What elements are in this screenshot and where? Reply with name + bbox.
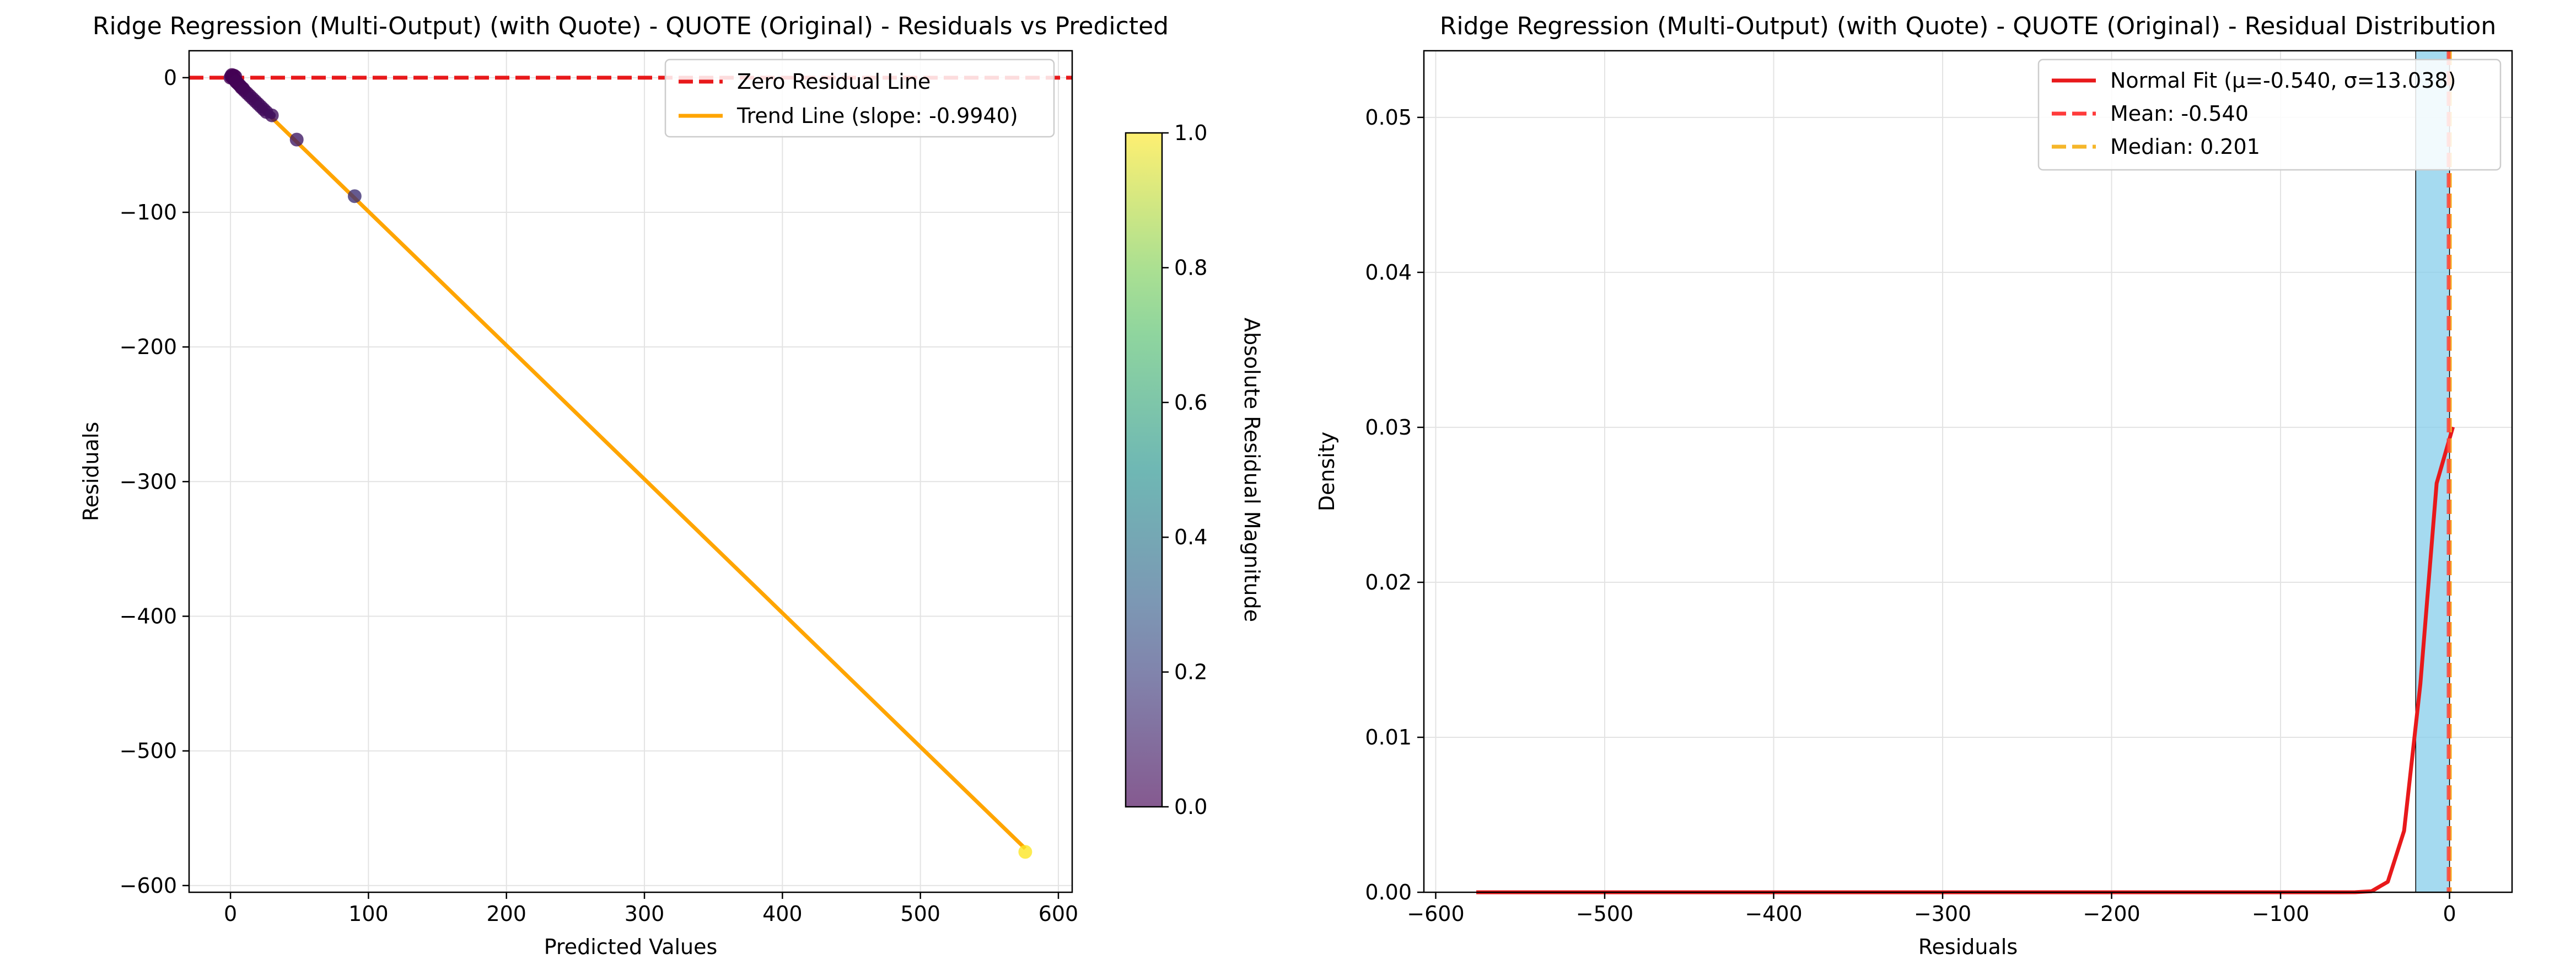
colorbar-tick-label: 1.0 [1174,121,1207,145]
x-tick-label-right: −200 [2083,902,2140,926]
y-tick-label-left: 0 [164,66,177,90]
residual-point [265,108,279,122]
legend-right [2037,58,2502,171]
plot-frame-left [188,50,1073,893]
x-tick-label-left: 400 [762,902,803,926]
histogram-bar [2415,50,2450,893]
colorbar-tick-label: 0.0 [1174,795,1207,819]
colorbar-tick-label: 0.6 [1174,390,1207,415]
x-axis-label-left: Predicted Values [544,935,718,959]
plot-frame-right [1423,50,2513,893]
residual-point [289,132,304,147]
y-tick-label-right: 0.03 [1365,415,1412,440]
legend-label-normal-fit: Normal Fit (μ=-0.540, σ=13.038) [2110,68,2456,93]
y-tick-label-right: 0.01 [1365,725,1412,749]
colorbar-label: Absolute Residual Magnitude [1240,318,1264,622]
residual-point [347,189,362,203]
x-tick-label-left: 200 [486,902,526,926]
x-tick-label-left: 500 [900,902,940,926]
chart-title-right: Ridge Regression (Multi-Output) (with Qu… [1440,12,2496,40]
y-tick-label-right: 0.00 [1365,880,1412,904]
x-tick-label-right: −100 [2252,902,2309,926]
legend-label-mean: Mean: -0.540 [2110,101,2249,126]
legend-label-zero-line: Zero Residual Line [737,69,931,94]
y-tick-label-left: −400 [120,604,177,628]
y-axis-label-left: Residuals [79,422,103,521]
y-tick-label-left: −200 [120,335,177,359]
x-tick-label-left: 600 [1039,902,1079,926]
legend-label-trend-line: Trend Line (slope: -0.9940) [736,104,1018,128]
colorbar-tick-label: 0.2 [1174,660,1207,684]
x-tick-label-left: 100 [348,902,389,926]
y-tick-label-left: −600 [120,874,177,898]
y-tick-label-left: −100 [120,200,177,224]
residual-point [1018,845,1032,859]
x-tick-label-left: 0 [224,902,237,926]
y-tick-label-right: 0.02 [1365,570,1412,594]
y-tick-label-left: −500 [120,739,177,763]
x-tick-label-right: −400 [1745,902,1802,926]
x-axis-label-right: Residuals [1918,935,2018,959]
x-tick-label-right: −500 [1576,902,1633,926]
y-tick-label-right: 0.05 [1365,105,1412,130]
x-tick-label-left: 300 [625,902,665,926]
x-tick-label-right: 0 [2443,902,2456,926]
colorbar-tick-label: 0.8 [1174,255,1207,280]
x-tick-label-right: −600 [1407,902,1464,926]
y-tick-label-left: −300 [120,469,177,494]
trend-line [229,76,1027,850]
legend-label-median: Median: 0.201 [2110,135,2260,159]
normal-fit-curve [1476,426,2455,894]
colorbar [1125,132,1163,808]
chart-title-left: Ridge Regression (Multi-Output) (with Qu… [93,12,1169,40]
colorbar-tick-label: 0.4 [1174,525,1207,549]
y-axis-label-right: Density [1315,432,1339,511]
y-tick-label-right: 0.04 [1365,260,1412,285]
legend-left [664,58,1055,138]
x-tick-label-right: −300 [1914,902,1971,926]
